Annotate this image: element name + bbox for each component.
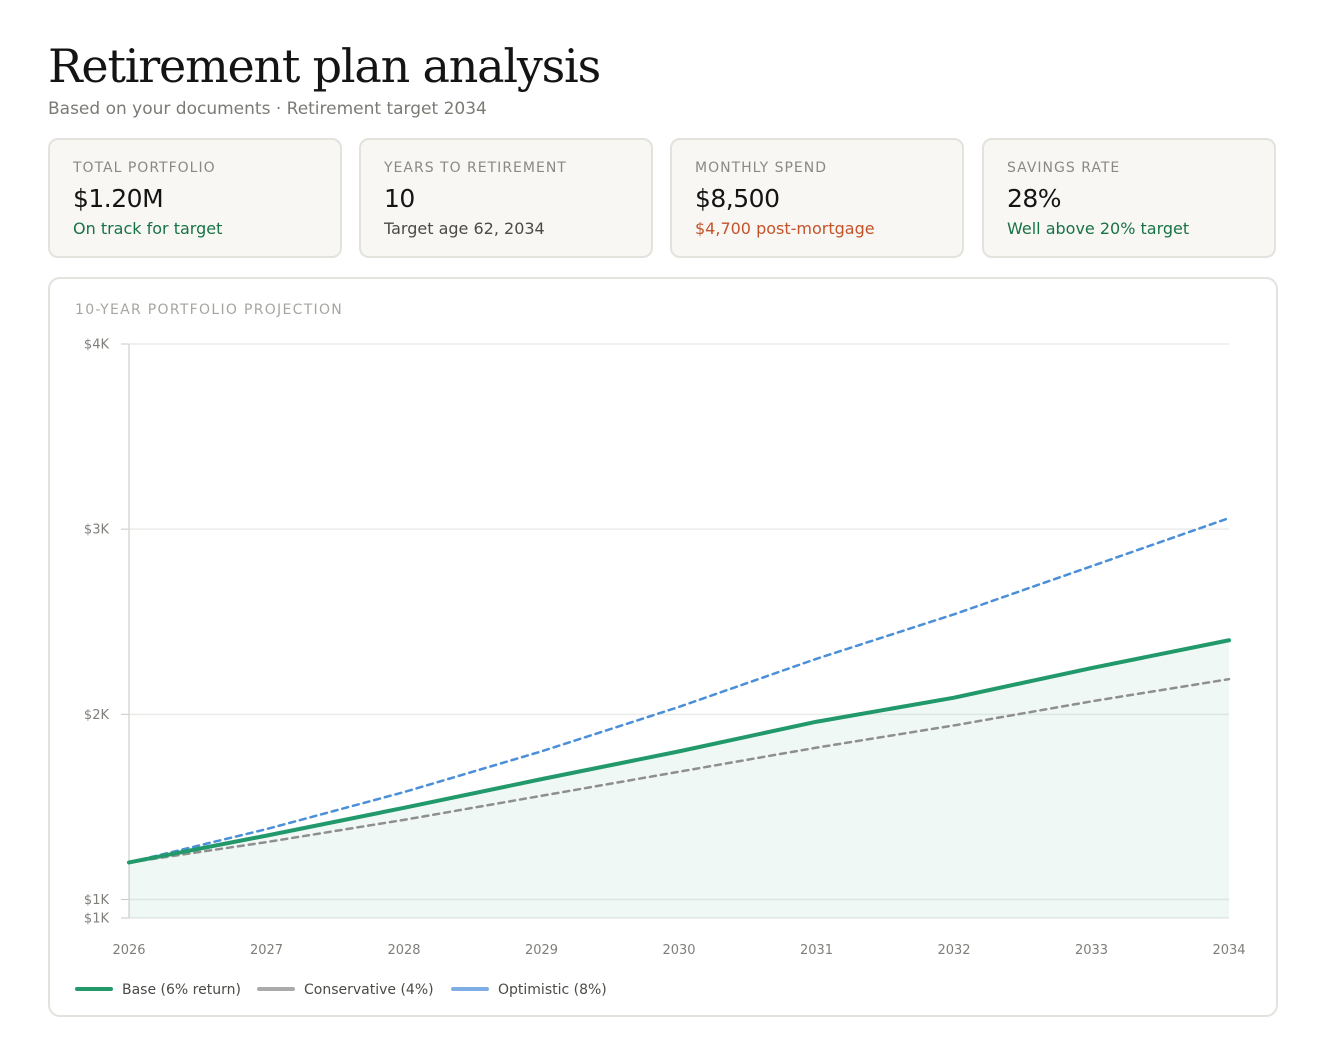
legend-label: Optimistic (8%) — [498, 982, 607, 998]
y-tick-label: $1K — [84, 893, 110, 908]
card-note: On track for target — [73, 219, 223, 238]
card-value: 28% — [1007, 184, 1062, 213]
x-tick-label: 2031 — [800, 943, 833, 958]
card-note: Target age 62, 2034 — [384, 219, 545, 238]
card-note: $4,700 post-mortgage — [695, 219, 875, 238]
x-tick-label: 2033 — [1075, 943, 1108, 958]
y-tick-label: $2K — [84, 708, 110, 723]
card-note: Well above 20% target — [1007, 219, 1190, 238]
series-line-base — [127, 638, 1231, 865]
projection-panel: 10-YEAR PORTFOLIO PROJECTION $1K $1K $2K $3… — [48, 277, 1278, 1017]
chart-title: 10-YEAR PORTFOLIO PROJECTION — [75, 302, 344, 318]
series-line-optimistic — [127, 516, 1231, 864]
x-tick-label: 2030 — [662, 943, 695, 958]
y-tick-label: $1K — [84, 912, 110, 927]
y-tick-label: $3K — [84, 523, 110, 538]
x-tick-label: 2027 — [250, 943, 283, 958]
card-value: 10 — [384, 184, 415, 213]
card-label: MONTHLY SPEND — [695, 160, 828, 176]
x-tick-label: 2029 — [525, 943, 558, 958]
x-tick-label: 2026 — [112, 943, 145, 958]
card-monthly-spend: MONTHLY SPEND $8,500 $4,700 post-mortgag… — [670, 138, 964, 258]
card-total-portfolio: TOTAL PORTFOLIO $1.20M On track for targ… — [48, 138, 342, 258]
projection-chart: $1K $1K $2K $3K $4K 2026 2027 2028 2029 2030 2031 2… — [75, 338, 1246, 998]
card-label: SAVINGS RATE — [1007, 160, 1121, 176]
y-tick-label: $4K — [84, 338, 110, 353]
card-years-to-retirement: YEARS TO RETIREMENT 10 Target age 62, 20… — [359, 138, 653, 258]
series-line-conservative — [127, 677, 1231, 864]
summary-cards: TOTAL PORTFOLIO $1.20M On track for targ… — [48, 138, 1278, 260]
x-tick-label: 2034 — [1212, 943, 1245, 958]
page-subtitle: Based on your documents · Retirement tar… — [48, 99, 487, 119]
card-label: YEARS TO RETIREMENT — [384, 160, 567, 176]
x-tick-label: 2028 — [387, 943, 420, 958]
base-area-fill — [129, 640, 1229, 918]
page-title: Retirement plan analysis — [48, 39, 601, 93]
card-value: $8,500 — [695, 184, 780, 213]
card-label: TOTAL PORTFOLIO — [73, 160, 216, 176]
legend-label: Base (6% return) — [122, 982, 241, 998]
legend-label: Conservative (4%) — [304, 982, 434, 998]
card-savings-rate: SAVINGS RATE 28% Well above 20% target — [982, 138, 1276, 258]
card-value: $1.20M — [73, 184, 164, 213]
x-tick-label: 2032 — [937, 943, 970, 958]
